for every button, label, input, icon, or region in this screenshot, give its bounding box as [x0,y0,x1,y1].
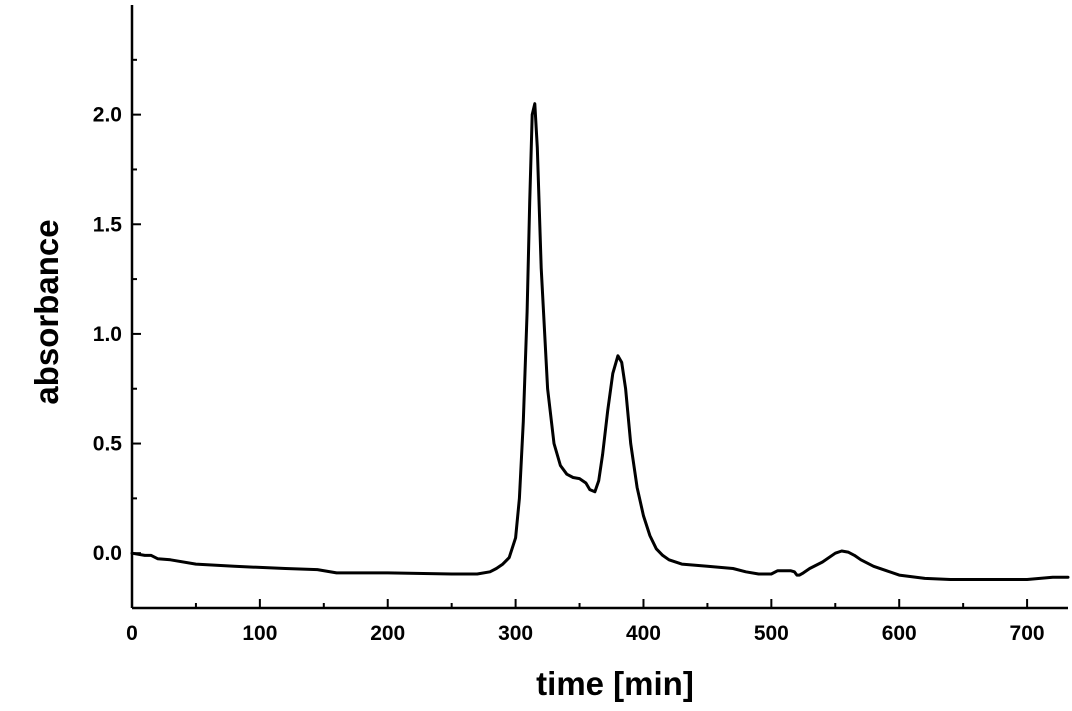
y-tick-label: 2.0 [93,104,122,127]
ticks: 0 100 200 300 400 500 600 700 0.0 0.5 1.0 1.5 2.0 [93,58,1045,645]
x-tick-label: 100 [242,622,277,645]
axes [130,5,1068,610]
x-tick-label: 300 [498,622,533,645]
y-tick-label: 1.0 [93,323,122,346]
x-tick-label: 0 [126,622,138,645]
x-tick-label: 700 [1010,622,1045,645]
y-axis-title: absorbance [28,219,65,404]
y-tick-label: 1.5 [93,213,123,236]
x-tick-label: 400 [626,622,661,645]
x-tick-label: 500 [754,622,789,645]
series [130,102,1070,581]
y-tick-label: 0.0 [93,542,122,565]
x-tick-label: 600 [882,622,917,645]
x-axis-title: time [min] [536,665,694,702]
series-line [130,102,1070,581]
x-tick-label: 200 [370,622,405,645]
y-tick-label: 0.5 [93,433,123,456]
